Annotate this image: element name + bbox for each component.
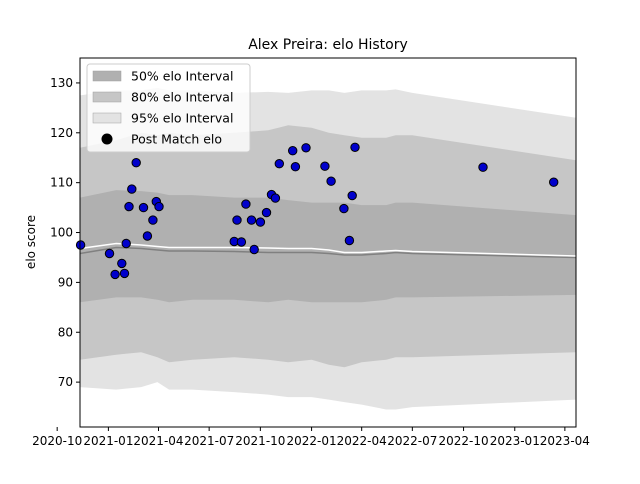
post-match-elo-point <box>339 203 349 214</box>
x-tick-label: 2022-10 <box>438 434 488 448</box>
post-match-elo-point <box>246 215 257 225</box>
x-tick-label: 2022-01 <box>287 434 337 448</box>
median-elo-line <box>79 246 577 259</box>
post-match-elo-point <box>270 193 281 203</box>
y-tick-label: 130 <box>50 76 73 90</box>
x-tick-label: 2023-04 <box>540 434 590 448</box>
y-tick-label: 90 <box>58 275 73 289</box>
post-match-elo-point <box>326 176 336 186</box>
y-axis-ticks: 70 80 90 100 110 120 130 <box>50 76 80 389</box>
post-match-elo-point <box>127 184 137 194</box>
x-tick-label: 2022-04 <box>337 434 387 448</box>
post-match-elo-point <box>478 162 488 172</box>
post-match-elo-point <box>104 248 115 259</box>
post-match-elo-point <box>236 237 247 247</box>
legend-swatch <box>92 112 122 124</box>
post-match-elo-point <box>75 240 86 250</box>
post-match-elo-point <box>121 238 131 249</box>
x-tick-label: 2023-01 <box>490 434 540 448</box>
x-axis-ticks: 2020-10 2021-01 2021-04 2021-07 2021-10 2022-… <box>32 427 590 448</box>
post-match-elo-point <box>549 177 559 187</box>
legend-label: Post Match elo <box>131 132 222 147</box>
post-match-elo-point <box>124 201 134 212</box>
x-tick-label: 2021-07 <box>184 434 234 448</box>
legend-label: 50% elo Interval <box>131 69 233 84</box>
y-tick-label: 110 <box>50 176 73 190</box>
post-match-elo-point <box>241 199 251 209</box>
legend: 50% elo Interval 80% elo Interval 95% elo … <box>86 63 251 153</box>
legend-box <box>86 63 251 153</box>
x-tick-label: 2021-01 <box>83 434 133 448</box>
y-tick-label: 100 <box>50 226 73 240</box>
x-tick-label: 2022-07 <box>387 434 437 448</box>
post-match-elo-point <box>290 162 301 172</box>
band-50-interval <box>80 190 576 303</box>
post-match-elo-point <box>350 142 360 153</box>
x-tick-label: 2020-10 <box>32 434 82 448</box>
post-match-elo-point <box>344 235 355 246</box>
axes-frame <box>79 57 577 428</box>
chart-title: Alex Preira: elo History <box>248 37 408 53</box>
legend-swatch <box>92 91 122 103</box>
post-match-elo-point <box>347 190 357 201</box>
post-match-elo-point <box>142 231 153 241</box>
legend-label: 80% elo Interval <box>131 90 233 105</box>
post-match-elo-point <box>249 244 259 255</box>
y-tick-label: 70 <box>58 375 73 389</box>
post-match-elo-point <box>320 161 330 171</box>
post-match-elo-point <box>274 159 284 169</box>
post-match-elo-point <box>148 215 158 225</box>
y-tick-label: 120 <box>50 126 73 140</box>
y-tick-label: 80 <box>58 325 73 339</box>
legend-swatch <box>92 70 122 82</box>
legend-marker <box>101 133 113 145</box>
post-match-elo-point <box>131 158 141 168</box>
post-match-elo-point <box>119 268 130 279</box>
y-axis-label: elo score <box>24 215 38 269</box>
plot-layer <box>75 87 577 410</box>
post-match-elo-point <box>255 217 266 227</box>
post-match-elo-point <box>138 202 149 213</box>
post-match-elo-point <box>110 269 120 280</box>
legend-label: 95% elo Interval <box>131 111 233 126</box>
x-tick-label: 2021-10 <box>235 434 285 448</box>
post-match-elo-point <box>154 201 164 212</box>
post-match-elo-point <box>288 146 298 156</box>
x-tick-label: 2021-04 <box>133 434 183 448</box>
post-match-elo-point <box>301 143 311 153</box>
post-match-elo-point <box>117 258 127 269</box>
post-match-elo-point <box>232 215 242 225</box>
mean-elo-line <box>79 242 577 257</box>
post-match-elo-point <box>261 207 272 218</box>
